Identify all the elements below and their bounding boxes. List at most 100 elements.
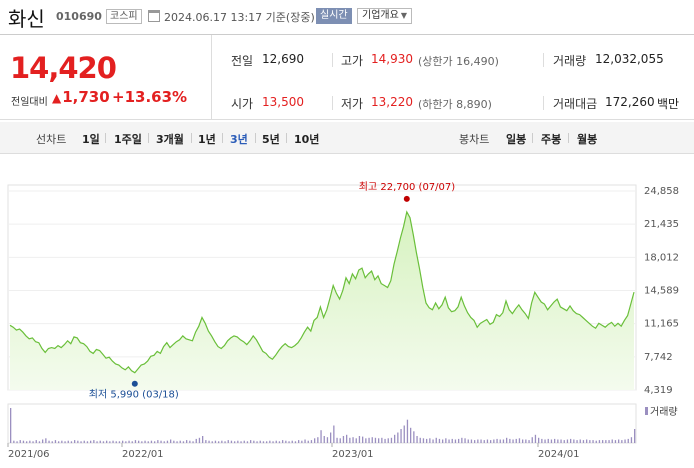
volume-bar [595, 440, 597, 443]
period-3y-button[interactable]: 3년 [230, 133, 248, 146]
volume-bar [285, 440, 287, 443]
volume-bar [477, 439, 479, 443]
volume-bar [22, 440, 25, 443]
low-value: 13,220 [371, 95, 413, 109]
volume-bar [80, 441, 82, 444]
volume-bar [406, 419, 409, 443]
volume-bar [54, 440, 57, 443]
volume-bar [573, 439, 575, 443]
up-triangle-icon: ▲ [52, 91, 62, 105]
volume-bar [275, 440, 277, 443]
volume-bar [282, 440, 284, 443]
price-chart[interactable]: 24,858 21,435 18,012 14,589 11,165 7,742 4,319… [0, 156, 694, 468]
volume-bar [438, 438, 441, 443]
realtime-button[interactable]: 실시간 [316, 8, 352, 24]
volume-bar [16, 441, 18, 444]
candle-weekly-button[interactable]: 주봉 [541, 133, 562, 146]
candle-monthly-button[interactable]: 월봉 [577, 133, 598, 146]
volume-bar [426, 438, 428, 443]
volume-bar [189, 440, 191, 443]
volume-bar [42, 439, 44, 443]
volume-bar [528, 440, 530, 443]
volume-bar [355, 438, 357, 443]
trade-value-label: 거래대금 [553, 97, 598, 111]
candle-daily-button[interactable]: 일봉 [506, 133, 527, 146]
volume-bar [90, 440, 92, 443]
period-1y-button[interactable]: 1년 [198, 133, 216, 146]
volume-bar [627, 438, 629, 443]
volume-bar [499, 439, 501, 443]
volume-bar [86, 441, 89, 444]
volume-bar [544, 439, 546, 443]
volume-bar [368, 437, 370, 444]
period-5y-button[interactable]: 5년 [262, 133, 280, 146]
volume-bar [192, 441, 194, 444]
volume-bar [301, 440, 303, 443]
price-area-fill [10, 211, 634, 390]
volume-bar [112, 440, 114, 443]
volume-bar [429, 438, 431, 443]
divider [286, 133, 287, 143]
company-overview-dropdown[interactable]: 기업개요 ▼ [357, 8, 412, 24]
volume-bar [166, 440, 169, 443]
volume-bar [589, 440, 591, 443]
period-1d-button[interactable]: 1일 [82, 133, 100, 146]
low-marker [131, 380, 138, 387]
volume-bar [83, 440, 85, 443]
volume-bar [464, 438, 466, 443]
lower-limit: (하한가 8,890) [418, 98, 492, 111]
volume-bar [96, 441, 98, 444]
volume-bar [234, 441, 236, 444]
period-1w-button[interactable]: 1주일 [114, 133, 142, 146]
divider [255, 133, 256, 143]
divider [222, 133, 223, 143]
trade-value-unit: 백만 [657, 97, 680, 111]
upper-limit: (상한가 16,490) [418, 55, 499, 68]
volume-bar [630, 437, 633, 443]
volume-bar [106, 440, 108, 443]
volume-value: 12,032,055 [595, 52, 664, 66]
volume-bar [490, 440, 492, 443]
volume-bar [10, 408, 12, 443]
volume-bar [141, 441, 143, 444]
volume-bar [266, 441, 268, 444]
x-tick-label: 2024/01 [538, 449, 580, 460]
stock-header: 화신 010690 코스피 2024.06.17 13:17 기준(장중) 실시… [0, 0, 694, 34]
x-tick-label: 2023/01 [332, 449, 374, 460]
divider [148, 133, 149, 143]
volume-bar [480, 439, 482, 443]
price-line [9, 210, 635, 374]
period-10y-button[interactable]: 10년 [294, 133, 320, 146]
volume-bar [563, 440, 565, 443]
low-annotation: 최저 5,990 (03/18) [89, 389, 179, 401]
volume-bar [77, 440, 79, 443]
volume-bar [115, 441, 117, 444]
period-3m-button[interactable]: 3개월 [156, 133, 184, 146]
volume-bar [240, 441, 242, 444]
prev-close-label: 전일 [231, 54, 254, 68]
volume-bar [502, 439, 505, 443]
y-tick-label: 14,589 [644, 286, 679, 297]
volume-bar [352, 437, 354, 443]
x-tick-label: 2022/01 [122, 449, 164, 460]
volume-bar [403, 425, 405, 443]
volume-bar [365, 438, 367, 443]
volume-bar [611, 439, 613, 443]
volume-bar [339, 438, 341, 443]
volume-bar [560, 439, 562, 443]
volume-bar [13, 440, 15, 443]
volume-frame [7, 403, 637, 444]
volume-bar [173, 440, 175, 443]
volume-legend: 거래량 [650, 406, 678, 418]
prev-close-value: 12,690 [262, 52, 304, 66]
volume-bar [74, 440, 76, 443]
volume-bar [38, 441, 41, 444]
volume-bar [29, 440, 31, 443]
volume-bar [246, 441, 249, 444]
volume-bar [518, 438, 521, 443]
volume-bar [45, 438, 47, 443]
volume-bar [413, 431, 415, 443]
y-tick-label: 11,165 [644, 319, 679, 330]
volume-bar [451, 438, 453, 443]
volume-bar [253, 440, 255, 443]
